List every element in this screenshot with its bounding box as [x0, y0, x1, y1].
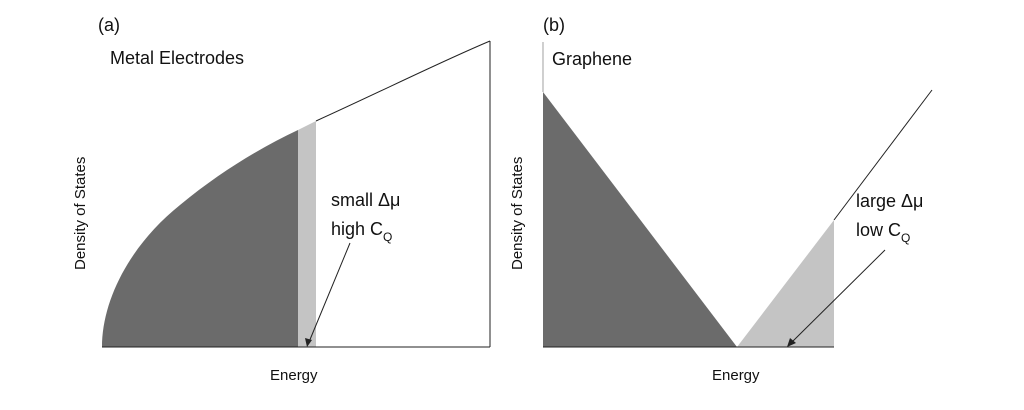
panel-a-xlabel: Energy — [270, 367, 318, 384]
metal-dos-curve — [315, 40, 491, 122]
panel-a-ylabel: Density of States — [72, 157, 89, 270]
graphene-delta-band — [737, 220, 834, 347]
panel-b: (b) Graphene Density of States Energy la… — [509, 15, 933, 384]
graphene-filled-states — [543, 92, 737, 347]
metal-filled-states — [102, 130, 298, 347]
panel-b-note-line1: large Δμ — [856, 191, 923, 211]
panel-b-title: Graphene — [552, 49, 632, 69]
panel-b-label: (b) — [543, 15, 565, 35]
panel-b-xlabel: Energy — [712, 367, 760, 384]
panel-a-label: (a) — [98, 15, 120, 35]
panel-b-note-line2: low CQ — [856, 220, 910, 245]
panel-a-note-line2: high CQ — [331, 219, 392, 244]
graphene-dos-line — [833, 89, 933, 221]
panel-a-note-line1: small Δμ — [331, 190, 400, 210]
metal-arrowhead-icon — [305, 338, 312, 347]
panel-a-title: Metal Electrodes — [110, 48, 244, 68]
metal-delta-band — [298, 121, 316, 347]
metal-arrow-line — [308, 242, 351, 343]
panel-a: (a) Metal Electrodes Density of States E… — [72, 15, 491, 384]
panel-b-ylabel: Density of States — [509, 157, 526, 270]
graphene-arrowhead-icon — [787, 338, 796, 347]
graphene-arrow-line — [791, 249, 886, 343]
